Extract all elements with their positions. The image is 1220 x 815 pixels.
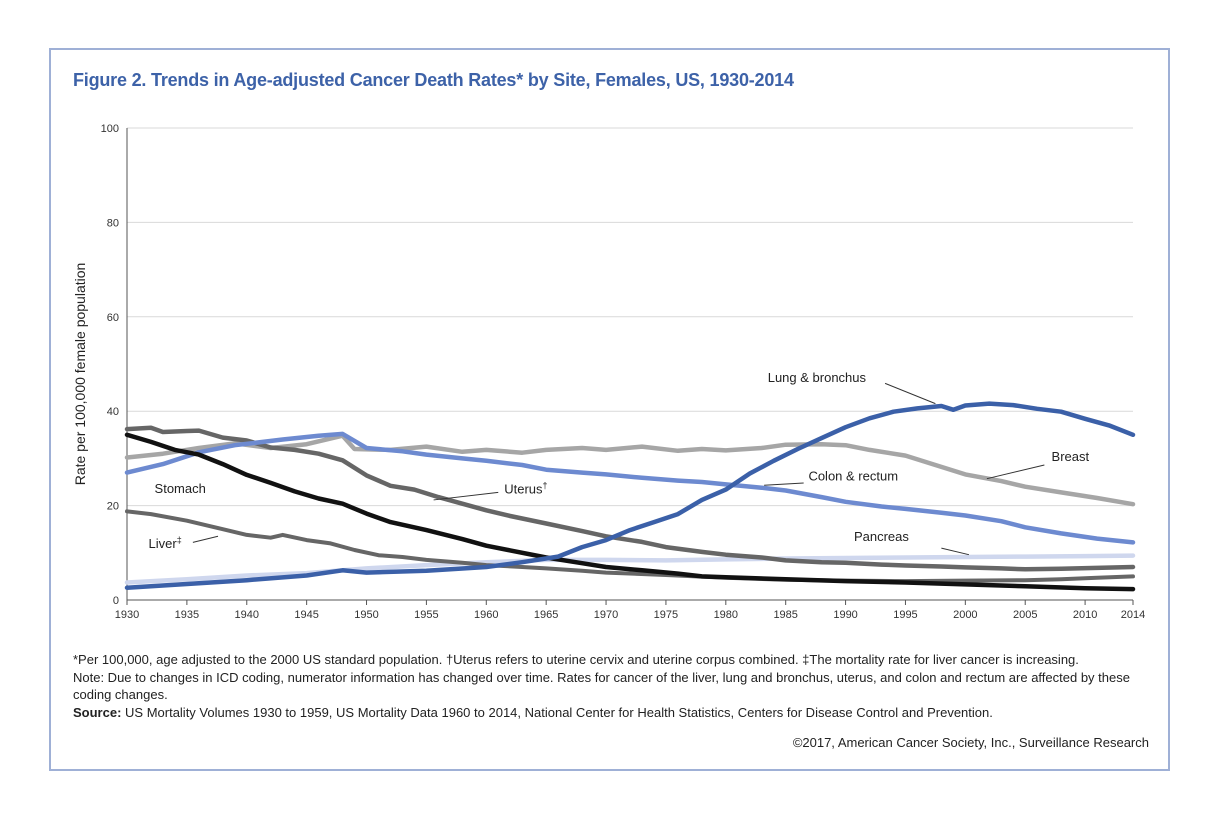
- series-label-breast: Breast: [1052, 449, 1090, 464]
- figure-frame: [49, 48, 1170, 771]
- x-tick-label-1980: 1980: [714, 609, 738, 621]
- leader-breast: [986, 464, 1045, 480]
- x-tick-label-1965: 1965: [534, 609, 558, 621]
- series-label-superscript: †: [543, 480, 548, 490]
- axes: [126, 128, 1134, 605]
- series-line-lung-bronchus: [124, 401, 1136, 590]
- x-tick-label-1985: 1985: [773, 609, 797, 621]
- leader-liver: [192, 535, 219, 543]
- x-tick-label-1935: 1935: [175, 609, 199, 621]
- series-label-lung-bronchus: Lung & bronchus: [768, 370, 867, 385]
- leader-lung-bronchus: [884, 382, 936, 405]
- series-label-uterus: Uterus†: [504, 480, 547, 496]
- y-tick-label-60: 60: [107, 312, 119, 324]
- x-tick-label-1995: 1995: [893, 609, 917, 621]
- x-tick-label-2000: 2000: [953, 609, 977, 621]
- series-label-text: Stomach: [155, 481, 206, 496]
- source-label: Source:: [73, 704, 122, 720]
- x-tick-label-1955: 1955: [414, 609, 438, 621]
- tick-labels: 0 20 40 60 80 100 1930 1935 1940 1945 1950 1955 1960…: [101, 123, 1146, 621]
- label-leaders: [192, 382, 1045, 556]
- x-tick-label-2005: 2005: [1013, 609, 1037, 621]
- x-tick-label-1940: 1940: [235, 609, 259, 621]
- footnote-definitions: *Per 100,000, age adjusted to the 2000 U…: [73, 652, 1079, 667]
- leader-colon-rectum: [764, 482, 804, 486]
- x-tick-label-1975: 1975: [654, 609, 678, 621]
- series-label-liver: Liver‡: [149, 535, 182, 551]
- series-label-text: Uterus: [504, 481, 543, 496]
- x-tick-label-1960: 1960: [474, 609, 498, 621]
- x-tick-label-2010: 2010: [1073, 609, 1097, 621]
- series-label-colon-rectum: Colon & rectum: [808, 469, 898, 484]
- series-label-text: Colon & rectum: [808, 469, 898, 484]
- series-label-text: Lung & bronchus: [768, 370, 867, 385]
- series-line-breast: [124, 433, 1136, 507]
- series-labels: Breast Lung & bronchus Colon & rectum Stoma…: [149, 370, 1090, 551]
- y-tick-label-40: 40: [107, 406, 119, 418]
- series-lines: [124, 401, 1136, 592]
- y-tick-label-100: 100: [101, 123, 119, 135]
- leader-uterus: [433, 491, 499, 501]
- series-label-superscript: ‡: [177, 535, 182, 545]
- series-label-text: Liver: [149, 536, 178, 551]
- x-tick-label-1970: 1970: [594, 609, 618, 621]
- y-axis-label: Rate per 100,000 female population: [72, 263, 88, 486]
- x-tick-label-2014: 2014: [1121, 609, 1145, 621]
- figure-title: Figure 2. Trends in Age-adjusted Cancer …: [73, 70, 794, 90]
- y-tick-label-80: 80: [107, 217, 119, 229]
- series-line-colon-rectum: [124, 431, 1136, 545]
- series-line-pancreas: [124, 553, 1136, 585]
- leader-pancreas: [941, 547, 970, 556]
- footnotes: *Per 100,000, age adjusted to the 2000 U…: [73, 651, 1153, 721]
- source-text: US Mortality Volumes 1930 to 1959, US Mo…: [121, 704, 993, 720]
- footnote-coding-note: Note: Due to changes in ICD coding, nume…: [73, 669, 1130, 703]
- y-tick-label-20: 20: [107, 501, 119, 513]
- y-tick-label-0: 0: [113, 595, 119, 607]
- copyright: ©2017, American Cancer Society, Inc., Su…: [792, 735, 1149, 750]
- x-tick-label-1945: 1945: [294, 609, 318, 621]
- series-line-stomach: [124, 432, 1136, 592]
- x-tick-label-1950: 1950: [354, 609, 378, 621]
- series-label-pancreas: Pancreas: [854, 529, 909, 544]
- series-label-stomach: Stomach: [155, 481, 206, 496]
- x-tick-label-1990: 1990: [833, 609, 857, 621]
- x-tick-label-1930: 1930: [115, 609, 139, 621]
- gridlines: [127, 127, 1133, 507]
- series-label-text: Breast: [1052, 449, 1090, 464]
- series-label-text: Pancreas: [854, 529, 909, 544]
- footnote-source: Source: US Mortality Volumes 1930 to 195…: [73, 704, 1153, 722]
